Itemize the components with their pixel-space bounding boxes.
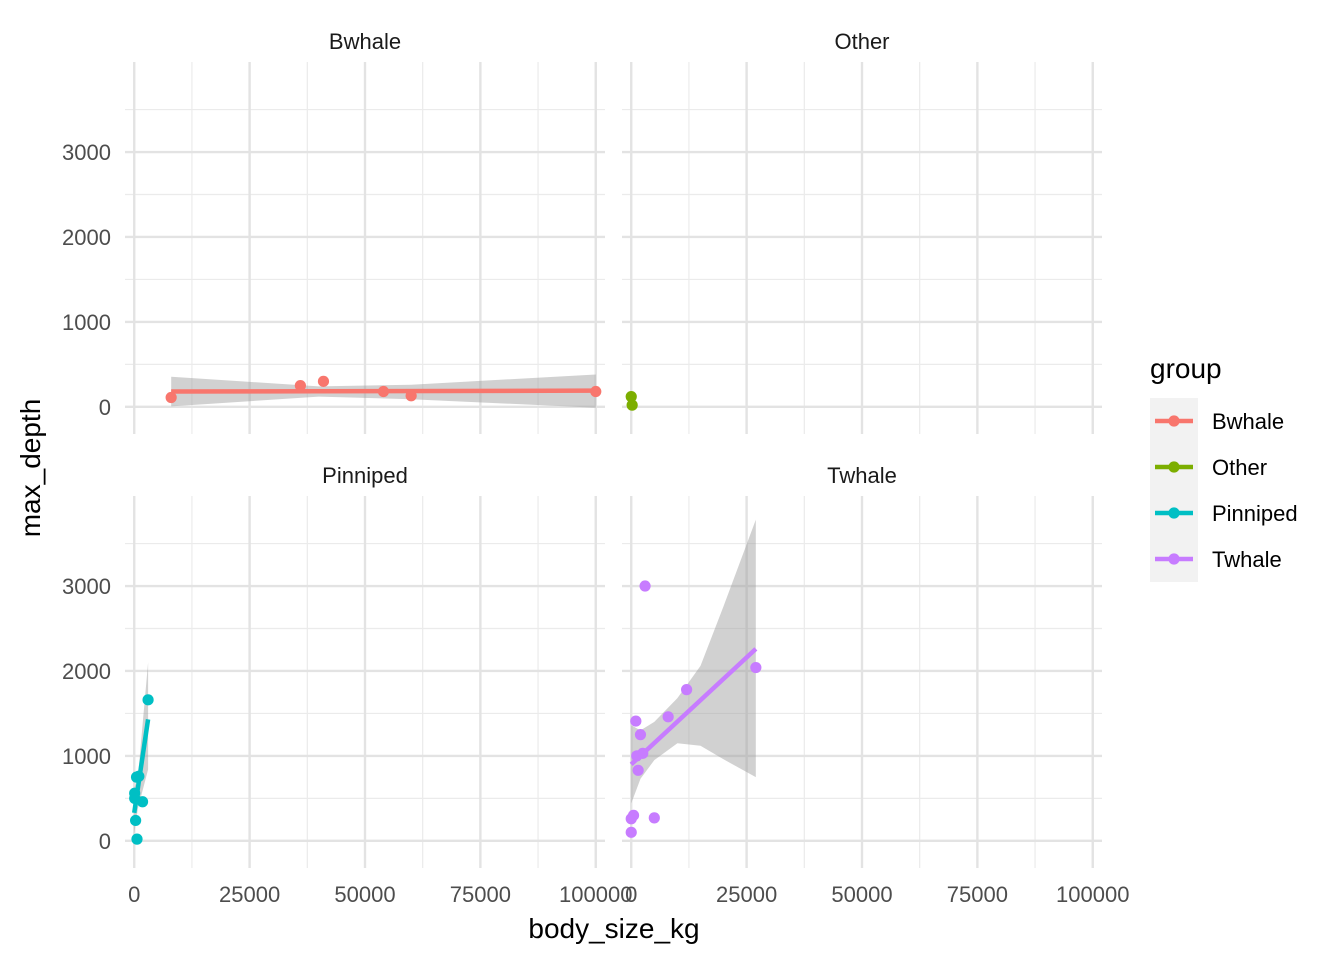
data-point (750, 661, 762, 674)
panel-title: Other (834, 29, 889, 54)
legend-label: Pinniped (1212, 501, 1298, 526)
data-point (294, 379, 306, 392)
x-tick-label: 25000 (219, 882, 280, 907)
legend-label: Bwhale (1212, 409, 1284, 434)
y-tick-label: 2000 (62, 225, 111, 250)
y-tick-label: 1000 (62, 744, 111, 769)
data-point (133, 770, 145, 782)
data-point (634, 729, 647, 741)
panel-pinniped: Pinniped 0 1000 2000 3000 0 25000 50000 75000 100… (62, 463, 632, 907)
x-axis-title: body_size_kg (528, 913, 699, 944)
data-point (625, 391, 637, 403)
legend-key-point (1168, 553, 1180, 565)
trend-line (629, 647, 758, 767)
legend-key-point (1168, 461, 1180, 473)
x-tick-label: 50000 (334, 882, 395, 907)
x-tick-label: 50000 (831, 882, 892, 907)
y-tick-label: 1000 (62, 310, 111, 335)
data-point (662, 711, 674, 723)
data-point (317, 375, 330, 387)
legend-key-background (1150, 398, 1198, 582)
legend-item: Twhale (1155, 547, 1282, 572)
x-tick-label: 75000 (947, 882, 1008, 907)
legend-item: Pinniped (1155, 501, 1298, 526)
panel-title: Bwhale (329, 29, 401, 54)
y-tick-label: 0 (99, 829, 111, 854)
data-point (637, 747, 649, 759)
legend-key-point (1168, 415, 1180, 427)
legend-title: group (1150, 353, 1222, 384)
data-point (627, 809, 640, 821)
facet-panels: Bwhale 0 1000 2000 3000 Other Pinniped 0 1000 200… (62, 29, 1129, 907)
confidence-band (631, 519, 756, 804)
legend: group Bwhale Other Pinniped Twhale (1150, 353, 1298, 582)
x-tick-label: 75000 (450, 882, 511, 907)
legend-label: Other (1212, 455, 1267, 480)
panel-other: Other (622, 29, 1102, 434)
data-point (630, 715, 642, 727)
data-point (131, 833, 143, 845)
x-tick-label: 0 (128, 882, 140, 907)
data-point (405, 390, 417, 402)
data-point (377, 385, 390, 398)
y-tick-label: 3000 (62, 140, 111, 165)
y-tick-label: 0 (99, 395, 111, 420)
data-point (142, 694, 154, 706)
data-point (681, 684, 693, 696)
data-point (136, 796, 149, 808)
data-point (165, 391, 177, 404)
data-point (632, 764, 644, 776)
panel-twhale: Twhale 0 25000 50000 75000 100000 (622, 463, 1129, 907)
y-tick-label: 3000 (62, 574, 111, 599)
data-point (590, 385, 602, 398)
y-axis-title: max_depth (15, 399, 46, 538)
legend-item: Bwhale (1155, 409, 1284, 434)
panel-title: Twhale (827, 463, 897, 488)
data-point (648, 812, 660, 824)
data-point (130, 814, 142, 827)
data-point (639, 580, 651, 592)
x-tick-label: 0 (625, 882, 637, 907)
legend-item: Other (1155, 455, 1267, 480)
legend-label: Twhale (1212, 547, 1282, 572)
x-tick-label: 25000 (716, 882, 777, 907)
data-point (625, 826, 637, 838)
legend-key-point (1168, 507, 1180, 519)
x-tick-label: 100000 (1056, 882, 1129, 907)
panel-title: Pinniped (322, 463, 408, 488)
panel-bwhale: Bwhale 0 1000 2000 3000 (62, 29, 605, 434)
y-tick-label: 2000 (62, 659, 111, 684)
x-tick-label: 100000 (559, 882, 632, 907)
data-point (626, 399, 638, 411)
